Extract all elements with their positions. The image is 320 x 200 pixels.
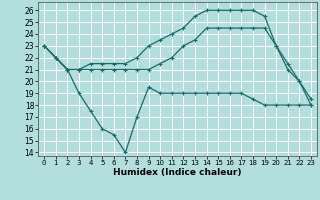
X-axis label: Humidex (Indice chaleur): Humidex (Indice chaleur): [113, 168, 242, 177]
